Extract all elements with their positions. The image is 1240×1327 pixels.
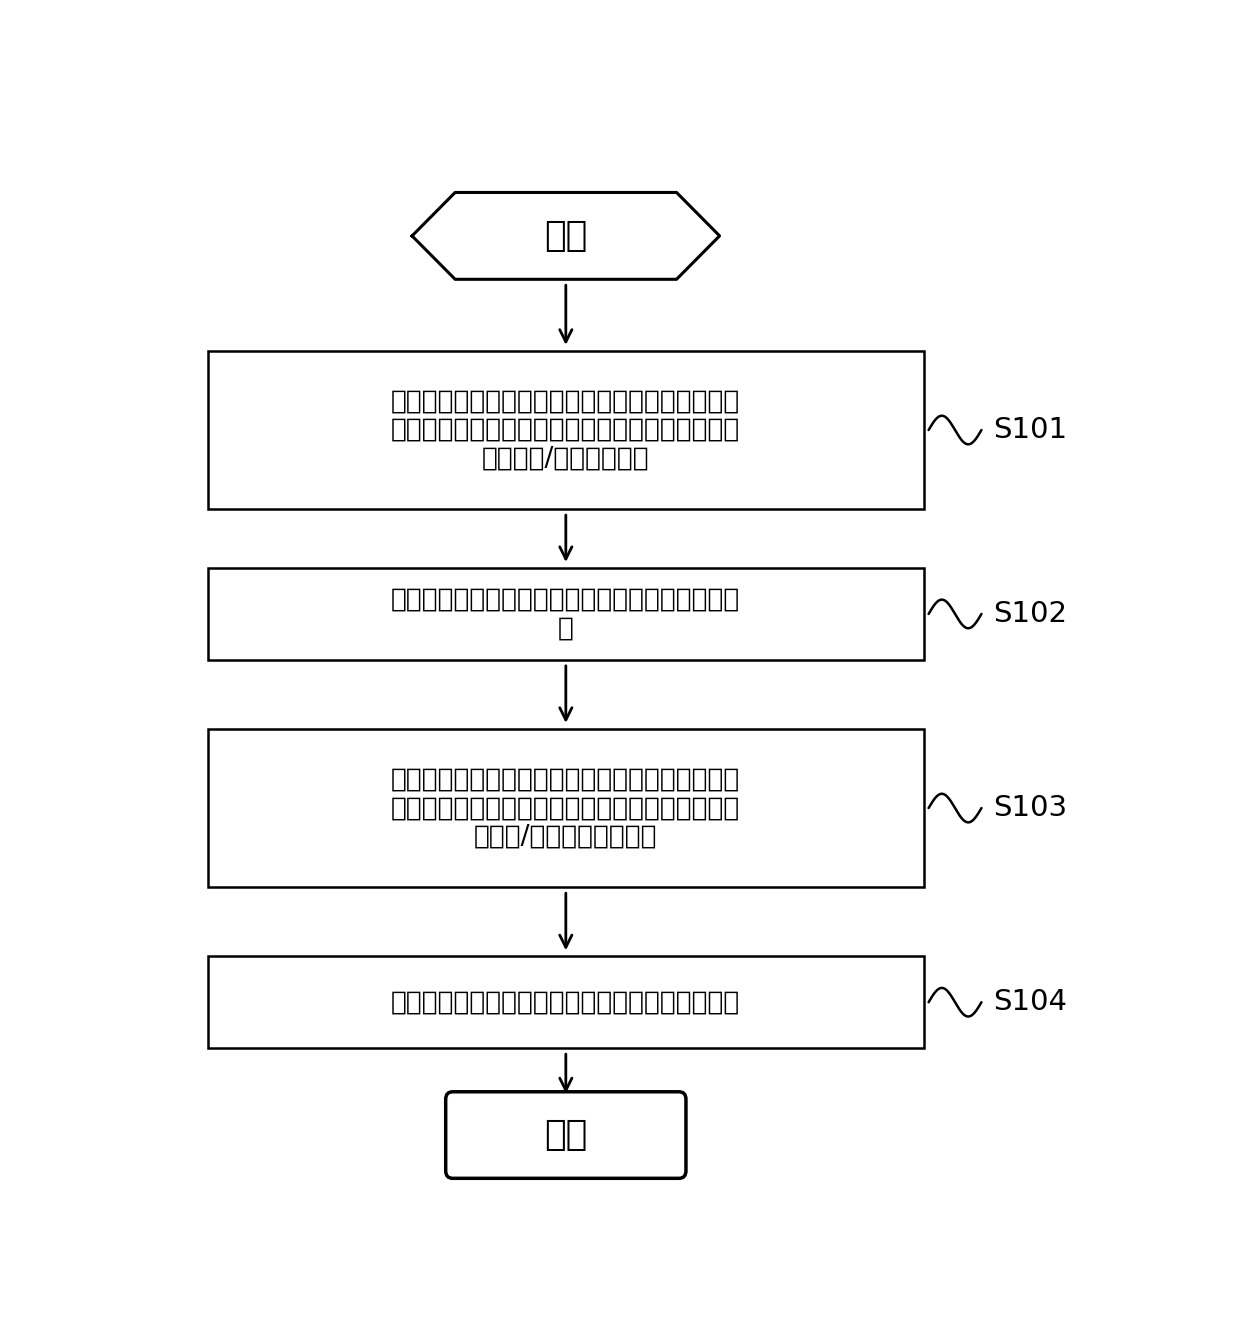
- Text: 根据所述刻线位置，确定所述管路组件的焊装姿态: 根据所述刻线位置，确定所述管路组件的焊装姿态: [391, 989, 740, 1015]
- Bar: [208, 350, 924, 510]
- Text: S103: S103: [993, 794, 1068, 823]
- Bar: [208, 568, 924, 660]
- Polygon shape: [412, 192, 719, 279]
- Text: 首端和/或末端的刻线位置: 首端和/或末端的刻线位置: [474, 824, 657, 849]
- Bar: [208, 957, 924, 1048]
- Text: S101: S101: [993, 415, 1068, 445]
- Text: 根据所述弯折时的送管量、旋转角度和弯折角度信: 根据所述弯折时的送管量、旋转角度和弯折角度信: [391, 767, 740, 792]
- Text: 开始: 开始: [544, 219, 588, 253]
- Text: 连接件和/或三通连接件: 连接件和/或三通连接件: [482, 446, 650, 471]
- Text: 息: 息: [558, 616, 574, 641]
- Text: S102: S102: [993, 600, 1066, 628]
- Text: 获取管路组件中每一零件在所述管路组件中的空间: 获取管路组件中每一零件在所述管路组件中的空间: [391, 389, 740, 414]
- Text: 息及各零件的所述空间位置姿态，确定所述导管的: 息及各零件的所述空间位置姿态，确定所述导管的: [391, 795, 740, 821]
- FancyBboxPatch shape: [445, 1092, 686, 1178]
- Text: S104: S104: [993, 989, 1066, 1016]
- Text: 位置姿态；其中，所述零件包括：导管，以及二通: 位置姿态；其中，所述零件包括：导管，以及二通: [391, 417, 740, 443]
- Bar: [208, 729, 924, 888]
- Text: 获取导管弯折时的送管量、旋转角度和弯折角度信: 获取导管弯折时的送管量、旋转角度和弯折角度信: [391, 587, 740, 613]
- Text: 结束: 结束: [544, 1119, 588, 1152]
